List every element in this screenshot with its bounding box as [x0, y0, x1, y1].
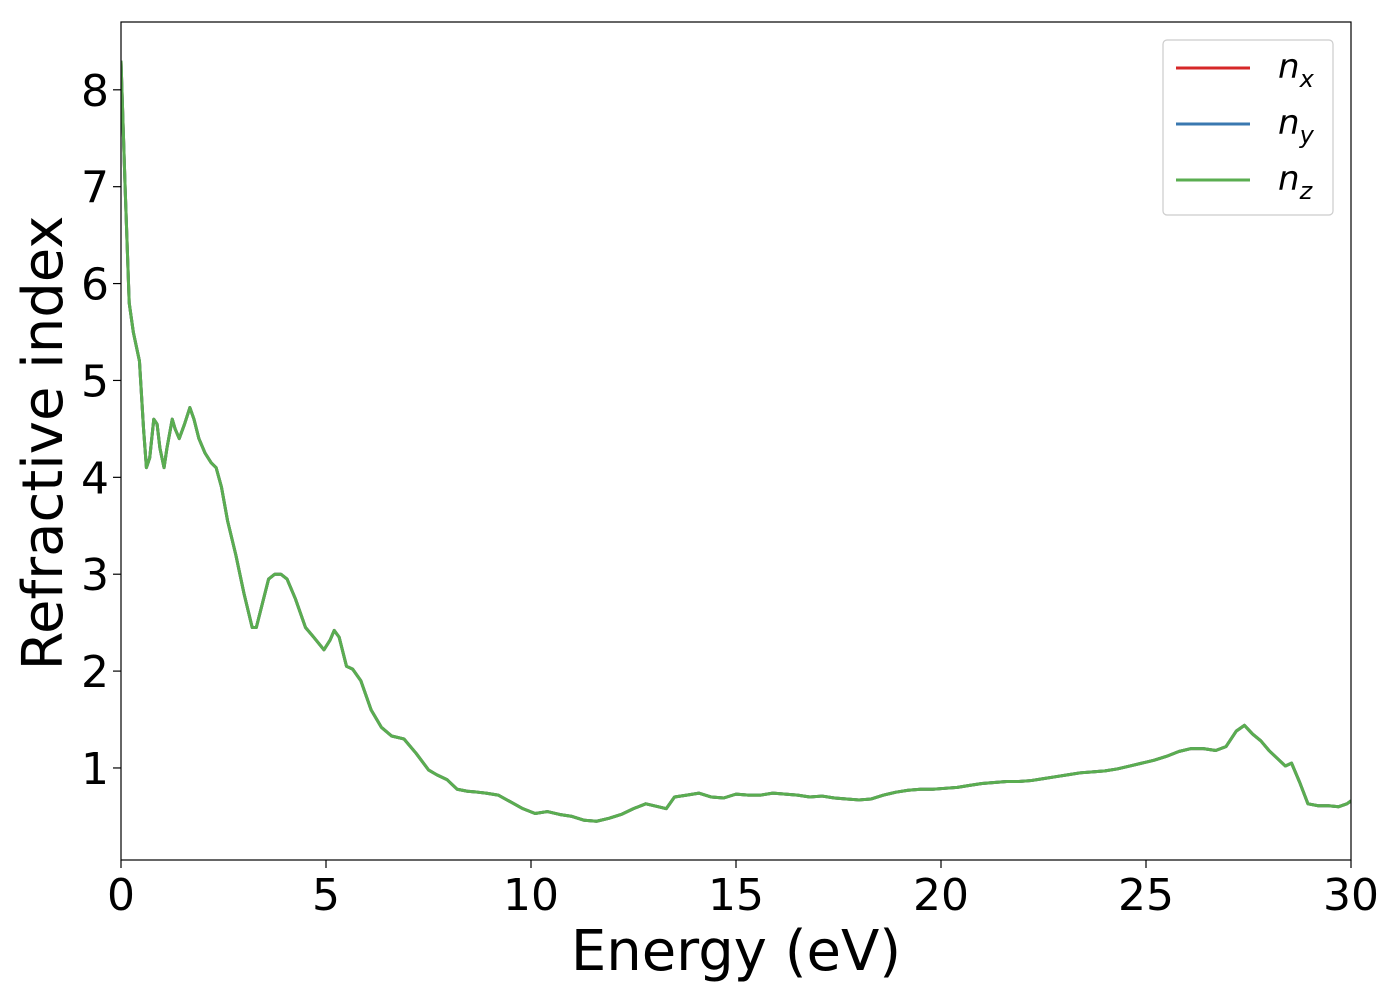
x-tick-label: 5 [312, 870, 340, 921]
y-tick-label: 8 [81, 66, 109, 117]
y-tick-label: 2 [81, 647, 109, 698]
x-tick-label: 30 [1323, 870, 1379, 921]
y-tick-label: 3 [81, 550, 109, 601]
x-tick-label: 10 [503, 870, 559, 921]
y-tick-label: 7 [81, 163, 109, 214]
legend-label-subscript: z [1299, 177, 1314, 205]
x-axis-ticks: 0 5 10 15 20 25 30 [107, 860, 1379, 921]
x-axis-label: Energy (eV) [571, 919, 901, 984]
y-tick-label: 5 [81, 356, 109, 407]
y-tick-label: 6 [81, 260, 109, 311]
x-tick-label: 20 [913, 870, 969, 921]
legend-label-main: n [1278, 103, 1300, 143]
legend-label-subscript: x [1299, 65, 1315, 93]
legend-label-n-x: nx [1278, 47, 1315, 93]
legend-box [1162, 39, 1334, 216]
legend-label-main: n [1278, 47, 1300, 87]
legend-label-n-y: ny [1278, 103, 1315, 149]
y-tick-label: 1 [81, 744, 109, 795]
legend-label-subscript: y [1299, 121, 1315, 149]
x-tick-label: 25 [1118, 870, 1174, 921]
x-tick-label: 0 [107, 870, 135, 921]
y-tick-label: 4 [81, 453, 109, 504]
legend-label-n-z: nz [1278, 159, 1314, 205]
x-tick-label: 15 [708, 870, 764, 921]
series-line-n-z [121, 60, 1351, 823]
y-axis-ticks: 1 2 3 4 5 6 7 8 [81, 66, 121, 795]
legend-label-main: n [1278, 159, 1300, 199]
series-layer [121, 60, 1351, 823]
y-axis-label: Refractive index [11, 216, 76, 671]
